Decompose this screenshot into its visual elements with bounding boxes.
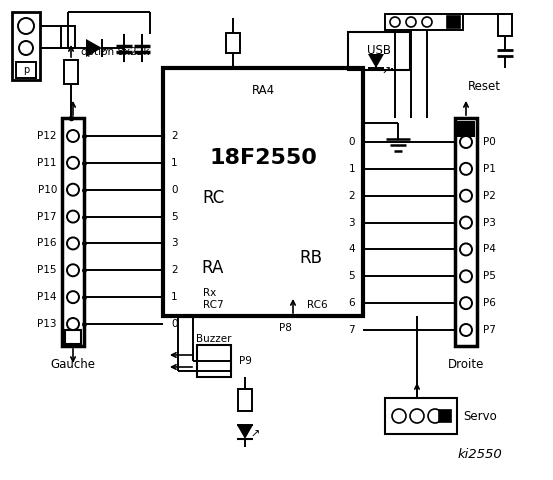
Text: ki2550: ki2550 [458,448,502,461]
Circle shape [422,17,432,27]
Text: 1: 1 [171,292,178,302]
Text: 2: 2 [348,191,355,201]
Bar [385,398,457,434]
Bar [65,330,81,344]
Text: 0: 0 [348,137,355,147]
Circle shape [460,324,472,336]
Text: USB: USB [367,45,391,58]
Circle shape [18,18,34,34]
Text: 1: 1 [348,164,355,174]
Text: P11: P11 [38,158,57,168]
Text: ↗: ↗ [100,47,109,57]
Text: P1: P1 [483,164,496,174]
Circle shape [390,17,400,27]
Text: 1: 1 [171,158,178,168]
Text: 3: 3 [171,239,178,249]
Text: P4: P4 [483,244,496,254]
Text: P3: P3 [483,217,496,228]
Circle shape [460,270,472,282]
Bar [439,410,451,422]
Circle shape [67,318,79,330]
Bar [64,60,78,84]
Text: p: p [23,65,29,75]
Text: RA4: RA4 [252,84,274,96]
Text: Reset: Reset [468,80,501,93]
Circle shape [67,130,79,142]
Text: P8: P8 [279,323,291,333]
Polygon shape [237,425,253,439]
Bar [238,389,252,411]
Text: 18F2550: 18F2550 [209,148,317,168]
Text: P2: P2 [483,191,496,201]
Text: ↗: ↗ [382,67,390,77]
Bar [163,68,363,316]
Bar [62,118,84,346]
Text: P14: P14 [38,292,57,302]
Circle shape [460,297,472,309]
Circle shape [67,291,79,303]
Text: 3: 3 [348,217,355,228]
Circle shape [67,211,79,223]
Text: 4: 4 [348,244,355,254]
Bar [458,122,474,136]
Bar [385,14,463,30]
Circle shape [460,163,472,175]
Circle shape [406,17,416,27]
Bar [498,14,512,36]
Circle shape [392,409,406,423]
Text: Buzzer: Buzzer [196,334,232,344]
Text: option 8x22k: option 8x22k [81,47,149,57]
Polygon shape [86,39,102,57]
Text: Gauche: Gauche [50,358,96,371]
Circle shape [460,136,472,148]
Circle shape [410,409,424,423]
Text: 2: 2 [171,131,178,141]
Text: Rx: Rx [203,288,216,298]
Bar [348,32,410,70]
Text: 5: 5 [171,212,178,222]
Circle shape [67,184,79,196]
Text: Servo: Servo [463,409,497,422]
Text: P9: P9 [238,356,252,366]
Text: P17: P17 [38,212,57,222]
Text: P12: P12 [38,131,57,141]
Text: P16: P16 [38,239,57,249]
Text: RA: RA [202,259,224,277]
Circle shape [428,409,442,423]
Polygon shape [368,54,384,68]
Circle shape [67,157,79,169]
Text: P15: P15 [38,265,57,276]
Text: P13: P13 [38,319,57,329]
Text: 0: 0 [171,185,178,195]
Circle shape [19,41,33,55]
Bar [16,62,36,78]
Text: P10: P10 [38,185,57,195]
Text: P5: P5 [483,271,496,281]
Circle shape [67,264,79,276]
Text: RC: RC [202,189,224,207]
Circle shape [460,216,472,228]
Text: 6: 6 [348,298,355,308]
Text: 5: 5 [348,271,355,281]
Text: 0: 0 [171,319,178,329]
Text: 7: 7 [348,325,355,335]
Bar [61,26,75,48]
Text: RB: RB [300,249,322,267]
Bar [226,33,240,53]
Bar [197,345,231,377]
Circle shape [460,190,472,202]
Text: ↗: ↗ [251,430,260,440]
Bar [455,118,477,346]
Text: RC6: RC6 [307,300,328,310]
Text: P7: P7 [483,325,496,335]
Text: 2: 2 [171,265,178,276]
Text: P6: P6 [483,298,496,308]
Text: Droite: Droite [448,358,484,371]
Circle shape [460,243,472,255]
Text: P0: P0 [483,137,495,147]
Text: RC7: RC7 [203,300,223,310]
Bar [447,16,460,28]
Circle shape [67,238,79,250]
Bar [12,12,40,80]
